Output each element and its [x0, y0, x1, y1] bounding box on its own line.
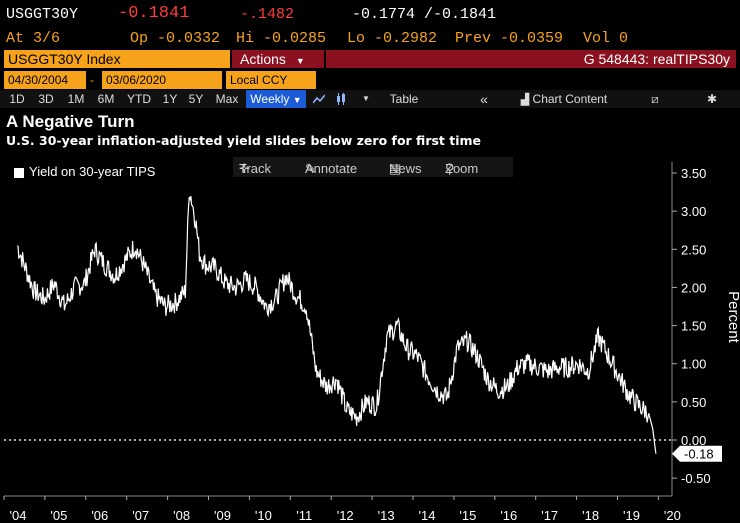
crosshair-icon: ✛	[239, 161, 250, 176]
pencil-icon: ✎	[305, 161, 316, 176]
open-value: Op -0.0332	[130, 30, 221, 47]
date-range-bar: 04/30/2004 - 03/06/2020 Local CCY	[0, 71, 740, 89]
y-tick-label: 3.50	[681, 166, 706, 181]
table-button[interactable]: Table	[389, 92, 419, 106]
series-line-tips-yield	[16, 196, 657, 454]
x-tick-label: '17	[541, 508, 558, 523]
chart-toolbar: ✛ Track ✎ Annotate ▤ News ⚲ Zoom	[233, 157, 513, 177]
timeframe-6m[interactable]: 6M	[97, 92, 115, 106]
index-field[interactable]: USGGT30Y Index	[4, 50, 230, 68]
x-tick-label: '09	[214, 508, 231, 523]
security-bar: USGGT30Y Index Actions ▼ G 548443: realT…	[0, 50, 740, 68]
chevron-down-icon: ▼	[295, 56, 305, 66]
x-tick-label: '04	[10, 508, 27, 523]
last-price: -0.1841	[118, 4, 190, 23]
quote-bar: USGGT30Y -0.1841 -.1482 -0.1774 /-0.1841	[0, 4, 740, 28]
x-tick-label: '14	[419, 508, 436, 523]
price-change: -.1482	[240, 6, 295, 23]
chart-icon: ▟	[520, 94, 530, 106]
chart-subtitle: U.S. 30-year inflation-adjusted yield sl…	[6, 133, 482, 148]
end-date-input[interactable]: 03/06/2020	[102, 71, 222, 89]
edit-icon[interactable]: ⧄	[651, 92, 659, 106]
bid-ask: -0.1774 /-0.1841	[352, 6, 497, 23]
timeframe-5y[interactable]: 5Y	[188, 92, 204, 106]
y-tick-label: 0.00	[681, 433, 706, 448]
double-chevron-left-icon[interactable]: «	[480, 91, 488, 107]
chevron-down-icon[interactable]: ▼	[362, 94, 370, 103]
x-tick-label: '19	[623, 508, 640, 523]
security-id: G 548443: realTIPS30y	[326, 50, 736, 68]
prev-value: Prev -0.0359	[455, 30, 564, 47]
x-tick-label: '15	[459, 508, 476, 523]
timeframe-3d[interactable]: 3D	[38, 92, 54, 106]
x-tick-label: '20	[664, 508, 681, 523]
x-tick-label: '08	[173, 508, 190, 523]
x-tick-label: '10	[255, 508, 272, 523]
x-tick-label: '16	[500, 508, 517, 523]
index-label: USGGT30Y Index	[8, 51, 121, 67]
y-tick-label: -0.50	[681, 471, 711, 486]
x-tick-label: '13	[378, 508, 395, 523]
currency-select[interactable]: Local CCY	[226, 71, 316, 89]
candlestick-icon[interactable]	[334, 90, 348, 108]
timeframe-1d[interactable]: 1D	[9, 92, 25, 106]
y-tick-label: 1.50	[681, 319, 706, 334]
x-tick-label: '05	[50, 508, 67, 523]
y-tick-label: 1.00	[681, 357, 706, 372]
y-tick-label: 2.50	[681, 242, 706, 257]
low-value: Lo -0.2982	[347, 30, 438, 47]
x-tick-label: '06	[91, 508, 108, 523]
last-value-label: -0.18	[684, 447, 714, 462]
x-tick-label: '18	[582, 508, 599, 523]
x-tick-label: '11	[296, 508, 312, 523]
magnifier-icon: ⚲	[445, 161, 455, 176]
line-chart-icon[interactable]	[312, 90, 326, 108]
timeframe-max[interactable]: Max	[215, 92, 239, 106]
chart-title: A Negative Turn	[6, 112, 135, 131]
news-icon: ▤	[389, 161, 402, 176]
y-tick-label: 2.00	[681, 280, 706, 295]
legend-swatch	[14, 167, 24, 178]
high-value: Hi -0.0285	[236, 30, 327, 47]
as-of-date: At 3/6	[6, 30, 61, 47]
date-separator: -	[88, 71, 101, 89]
x-tick-label: '07	[132, 508, 149, 523]
frequency-select[interactable]: Weekly ▼	[246, 90, 306, 108]
volume-value: Vol 0	[583, 30, 629, 47]
y-tick-label: 0.50	[681, 395, 706, 410]
start-date-input[interactable]: 04/30/2004	[4, 71, 86, 89]
timeframe-1y[interactable]: 1Y	[162, 92, 178, 106]
last-value-flag	[672, 445, 722, 462]
actions-label: Actions	[240, 51, 286, 67]
chart-content-button[interactable]: ▟ Chart Content	[520, 92, 608, 106]
x-tick-label: '12	[337, 508, 354, 523]
timeframe-ytd[interactable]: YTD	[127, 92, 151, 106]
timeframe-bar: 1D 3D 1M 6M YTD 1Y 5Y Max Weekly ▼ ▼ Tab…	[0, 90, 740, 108]
y-tick-label: 3.00	[681, 204, 706, 219]
ticker-symbol: USGGT30Y	[6, 6, 79, 23]
legend-label: Yield on 30-year TIPS	[29, 164, 156, 179]
y-axis-label: Percent	[725, 291, 740, 344]
actions-menu[interactable]: Actions ▼	[232, 50, 324, 68]
stats-bar: At 3/6 Op -0.0332 Hi -0.0285 Lo -0.2982 …	[0, 28, 740, 48]
chart-legend: Yield on 30-year TIPS	[14, 164, 155, 179]
gear-icon[interactable]: ✱	[706, 92, 718, 106]
timeframe-1m[interactable]: 1M	[67, 92, 85, 106]
